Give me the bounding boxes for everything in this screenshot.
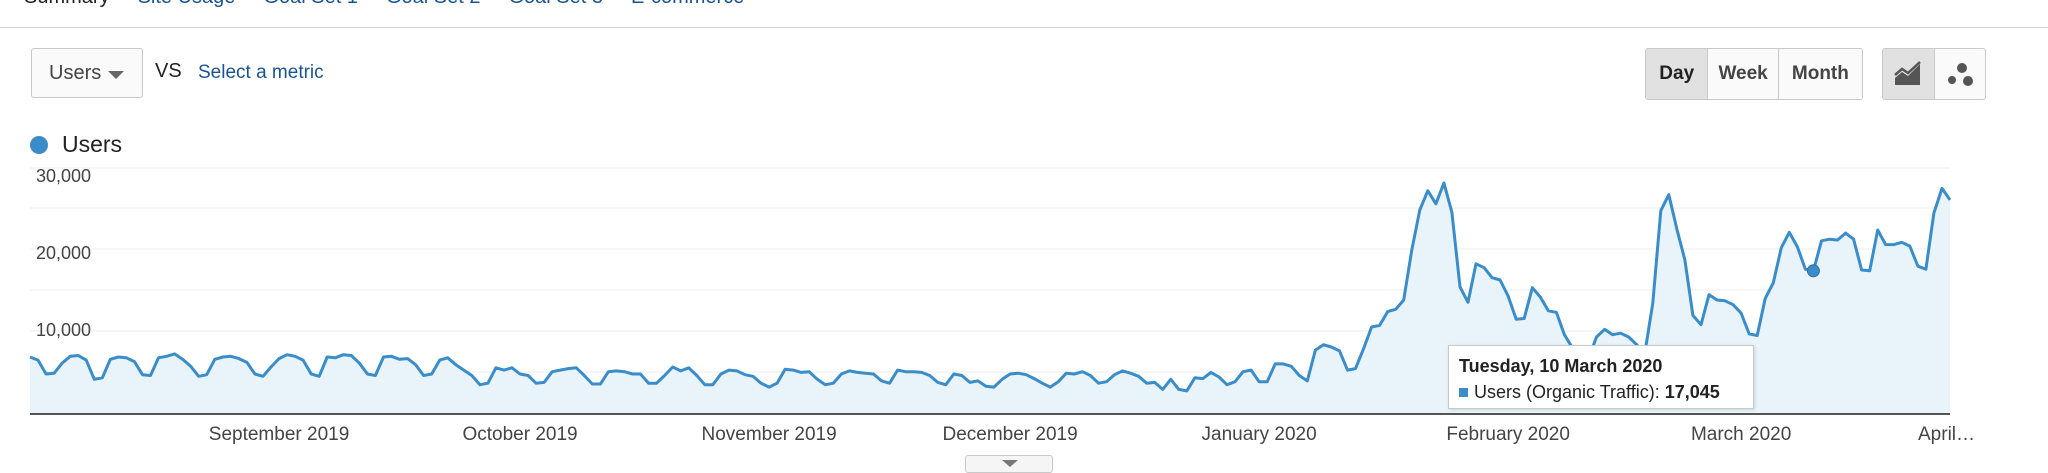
primary-metric-dropdown[interactable]: Users <box>31 48 143 98</box>
motion-chart-view-button[interactable] <box>1934 49 1985 99</box>
tab-goal-set-2[interactable]: Goal Set 2 <box>386 0 481 8</box>
x-tick-label: November 2019 <box>701 424 836 445</box>
tooltip-row: Users (Organic Traffic): 17,045 <box>1459 382 1720 403</box>
x-axis-ticks: September 2019 October 2019 November 2019 D… <box>209 424 1975 445</box>
tooltip-series-label: Users (Organic Traffic): <box>1474 382 1660 402</box>
tooltip-swatch <box>1459 388 1468 397</box>
chart-tooltip: Tuesday, 10 March 2020 Users (Organic Tr… <box>1448 345 1754 409</box>
x-tick-label: March 2020 <box>1691 424 1791 445</box>
legend-label: Users <box>62 131 123 157</box>
tab-goal-set-3[interactable]: Goal Set 3 <box>508 0 603 8</box>
legend-swatch <box>30 136 48 154</box>
x-tick-label: October 2019 <box>462 424 577 445</box>
line-chart-icon <box>1894 61 1922 85</box>
tooltip-value: 17,045 <box>1664 382 1720 402</box>
users-series-line <box>29 181 1952 393</box>
tab-site-usage[interactable]: Site Usage <box>138 0 236 8</box>
select-metric-link[interactable]: Select a metric <box>198 62 324 83</box>
x-tick-label: December 2019 <box>942 424 1077 445</box>
chart-view-toggle-group <box>1882 48 1986 100</box>
period-week-button[interactable]: Week <box>1708 49 1779 99</box>
highlighted-point <box>1806 264 1820 278</box>
x-tick-label: April… <box>1918 424 1975 445</box>
tabs-divider <box>0 27 2048 28</box>
x-tick-label: February 2020 <box>1446 424 1570 445</box>
tab-goal-set-1[interactable]: Goal Set 1 <box>263 0 358 8</box>
chevron-down-icon <box>1002 460 1018 467</box>
vs-label: VS <box>155 60 182 82</box>
period-day-button[interactable]: Day <box>1646 49 1709 99</box>
report-tabs: Summary Site Usage Goal Set 1 Goal Set 2 Goa… <box>24 0 772 10</box>
motion-chart-icon <box>1947 63 1973 86</box>
y-tick-label: 30,000 <box>36 166 91 186</box>
tooltip-title: Tuesday, 10 March 2020 <box>1459 356 1663 376</box>
y-axis-ticks: 10,000 20,000 30,000 <box>36 166 91 340</box>
period-month-button[interactable]: Month <box>1778 49 1862 99</box>
x-tick-label: September 2019 <box>209 424 350 445</box>
primary-metric-label: Users <box>49 62 102 84</box>
x-tick-label: January 2020 <box>1202 424 1317 445</box>
tab-summary[interactable]: Summary <box>24 0 110 8</box>
y-tick-label: 10,000 <box>36 320 91 340</box>
line-chart-view-button[interactable] <box>1883 49 1935 99</box>
chevron-down-icon <box>108 71 124 79</box>
y-tick-label: 20,000 <box>36 243 91 263</box>
period-toggle-group: Day Week Month <box>1645 48 1863 100</box>
tab-ecommerce[interactable]: E-commerce <box>631 0 744 8</box>
expand-chart-handle[interactable] <box>965 455 1053 473</box>
